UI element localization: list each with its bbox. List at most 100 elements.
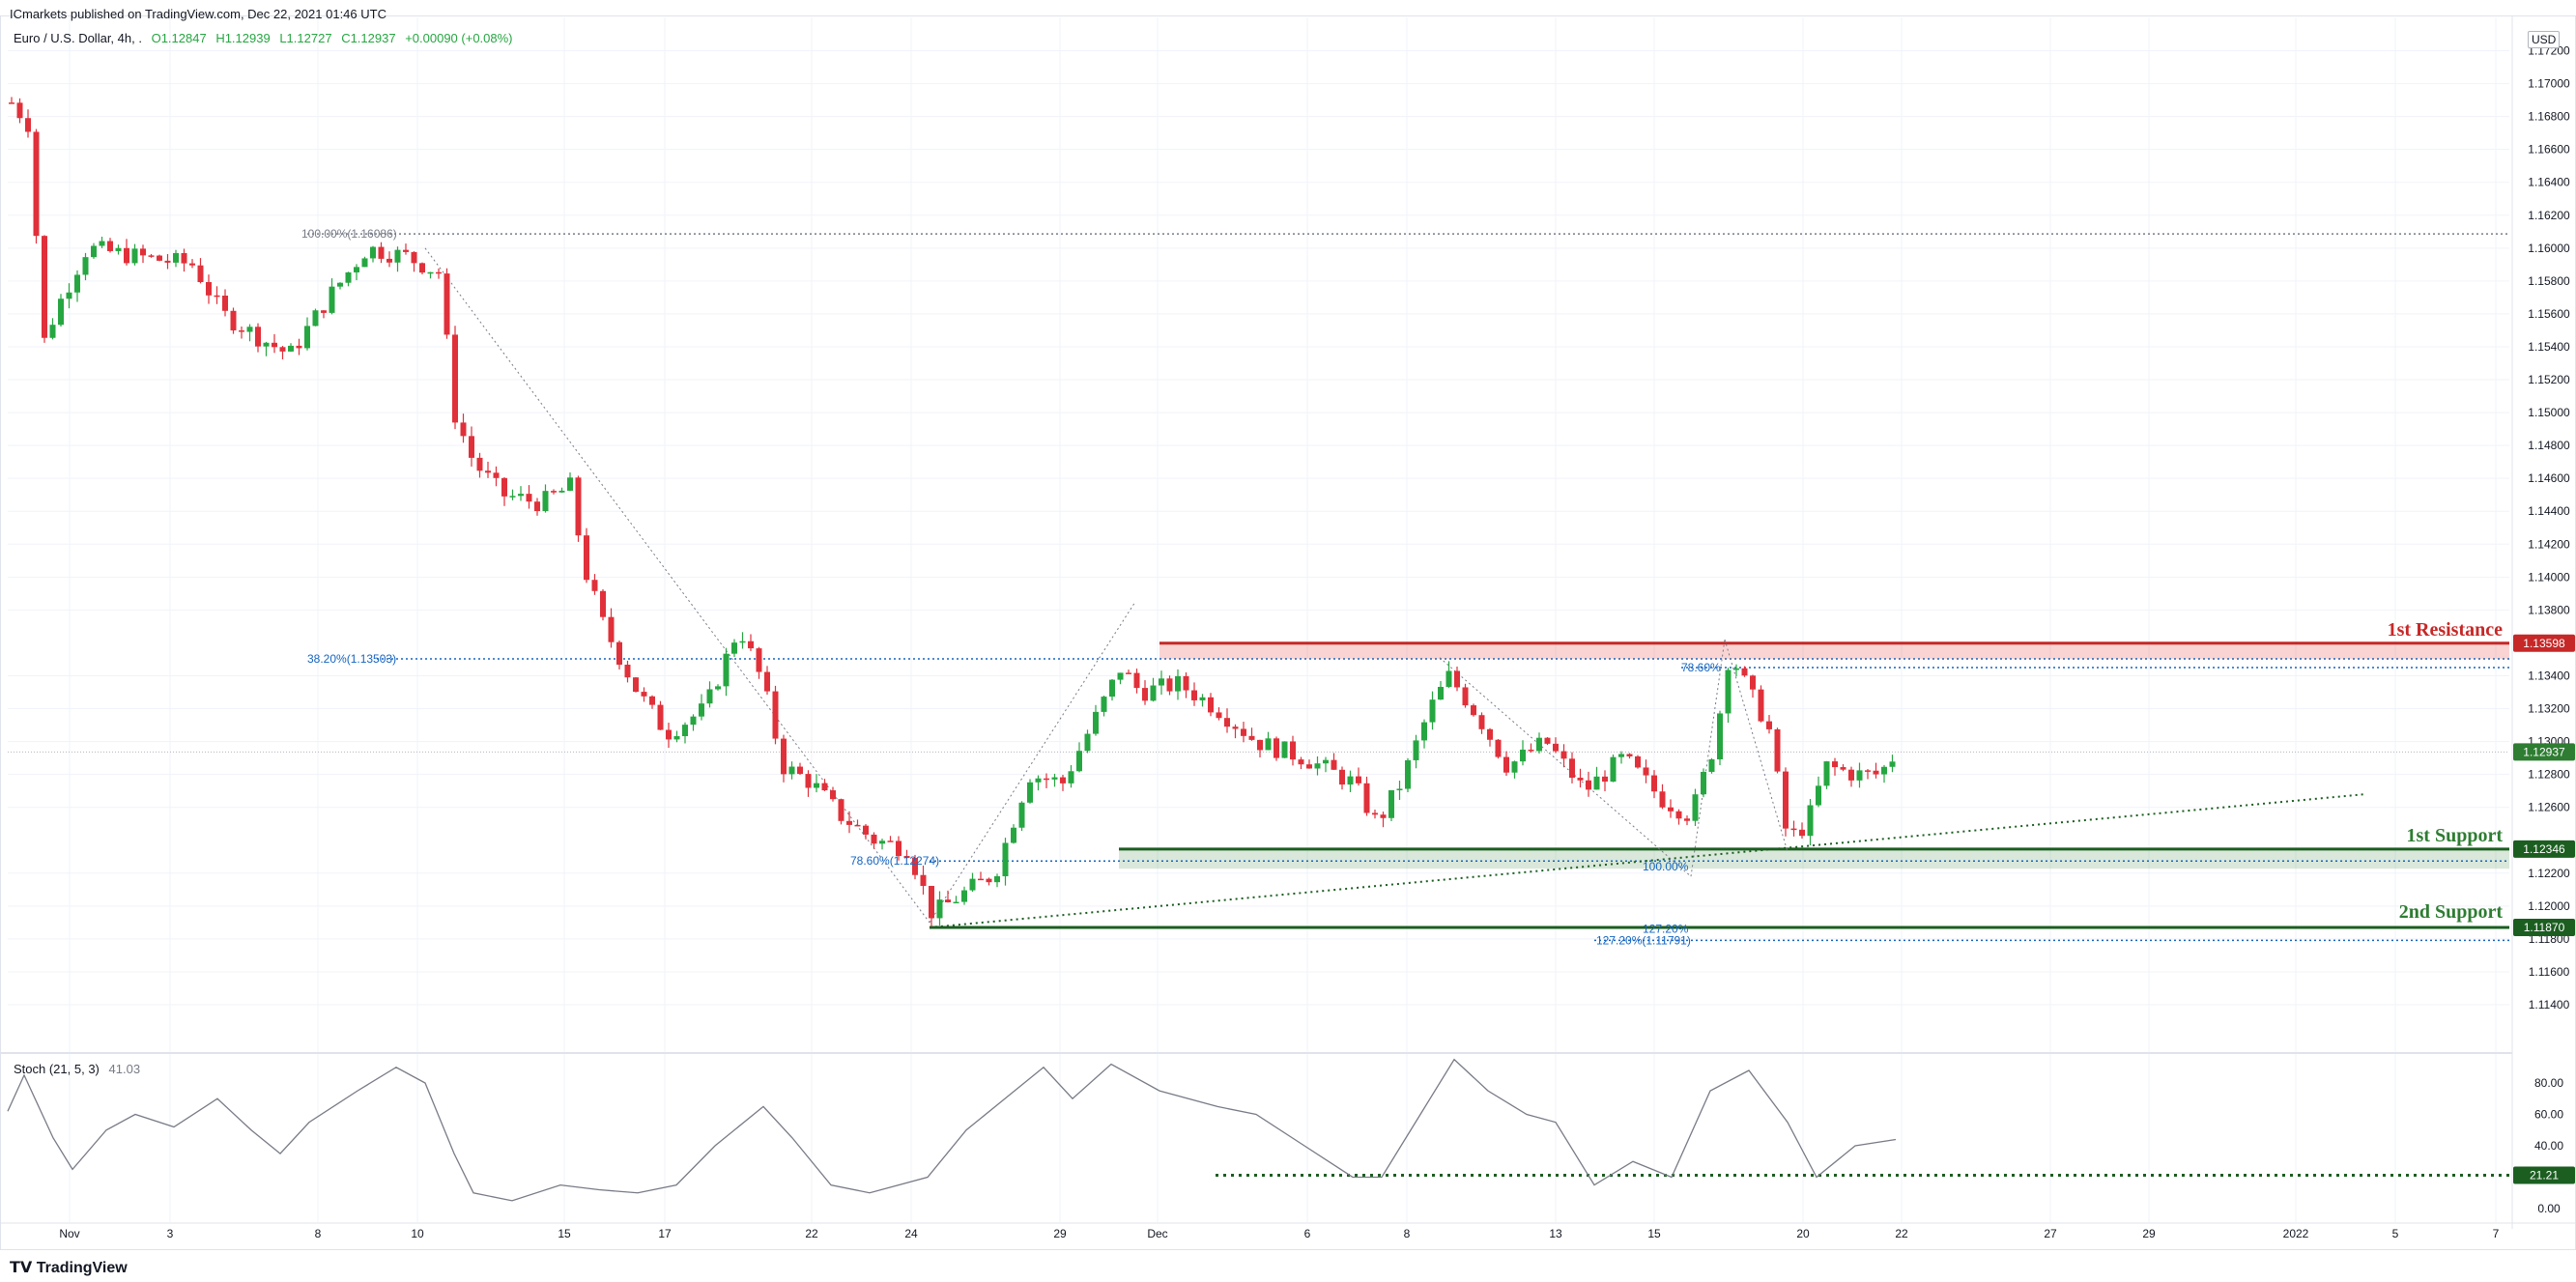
candle-body bbox=[633, 677, 639, 693]
price-tick-label: 1.16800 bbox=[2528, 110, 2570, 124]
candle-body bbox=[1668, 807, 1674, 812]
candle-body bbox=[493, 472, 500, 478]
candle-body bbox=[1758, 689, 1764, 722]
candle-body bbox=[764, 671, 770, 692]
candle-body bbox=[805, 774, 812, 788]
candle-body bbox=[1823, 761, 1830, 786]
time-tick-label: 10 bbox=[411, 1227, 424, 1240]
candle-body bbox=[1438, 686, 1444, 700]
drawings-layer bbox=[8, 233, 2509, 942]
candle-body bbox=[1651, 775, 1657, 792]
candle-body bbox=[345, 271, 352, 283]
candle-body bbox=[781, 738, 787, 775]
candle-body bbox=[255, 327, 261, 347]
price-tick-label: 1.12800 bbox=[2528, 768, 2570, 782]
candle-body bbox=[657, 704, 664, 730]
candle-body bbox=[1290, 741, 1296, 760]
candle-body bbox=[814, 783, 819, 788]
chart-frame bbox=[0, 15, 2576, 1250]
ohlc-change: +0.00090 (+0.08%) bbox=[405, 31, 513, 45]
symbol-legend[interactable]: Euro / U.S. Dollar, 4h, . O1.12847 H1.12… bbox=[14, 31, 519, 45]
candle-body bbox=[748, 641, 754, 649]
candle-body bbox=[1511, 761, 1518, 773]
price-tick-label: 1.15000 bbox=[2528, 406, 2570, 419]
candle-body bbox=[1445, 670, 1452, 687]
candle-body bbox=[1331, 759, 1337, 770]
candle-body bbox=[739, 641, 746, 643]
candle-body bbox=[427, 271, 434, 274]
fib-382-label: 38.20%(1.13503) bbox=[307, 652, 396, 666]
candle-body bbox=[1528, 749, 1534, 752]
time-tick-label: 15 bbox=[558, 1227, 571, 1240]
price-tick-label: 1.14400 bbox=[2528, 504, 2570, 518]
candle-body bbox=[378, 246, 385, 259]
candle-body bbox=[1035, 778, 1042, 783]
candle-body bbox=[131, 248, 138, 264]
price-tick-label: 1.16600 bbox=[2528, 143, 2570, 157]
candle-body bbox=[107, 241, 113, 251]
publisher-header: ICmarkets published on TradingView.com, … bbox=[10, 7, 386, 21]
candle-body bbox=[1060, 777, 1066, 783]
candle-body bbox=[641, 692, 647, 697]
stoch-tick-label: 80.00 bbox=[2534, 1076, 2563, 1090]
candle-body bbox=[1741, 668, 1748, 676]
candle-body bbox=[49, 325, 56, 338]
ohlc-high: H1.12939 bbox=[215, 31, 271, 45]
candle-body bbox=[600, 590, 606, 617]
candle-body bbox=[863, 825, 869, 835]
candle-body bbox=[1881, 766, 1887, 775]
support1-price-tag-bg bbox=[2513, 840, 2575, 858]
candle-body bbox=[460, 422, 467, 437]
candle-body bbox=[312, 310, 319, 327]
price-tags-layer: 1.13598 1.12937 1.12346 1.11870 21.21 bbox=[2513, 634, 2575, 1184]
candle-body bbox=[1865, 770, 1871, 772]
candle-body bbox=[91, 245, 97, 258]
candle-body bbox=[534, 501, 540, 512]
candle-body bbox=[1166, 678, 1173, 692]
stoch-legend[interactable]: Stoch (21, 5, 3) 41.03 bbox=[14, 1062, 140, 1076]
candle-body bbox=[1544, 737, 1551, 744]
candle-body bbox=[1618, 754, 1624, 757]
price-tick-label: 1.13200 bbox=[2528, 702, 2570, 716]
symbol-name[interactable]: Euro / U.S. Dollar, 4h, . bbox=[14, 31, 142, 45]
candle-body bbox=[1093, 711, 1099, 734]
candle-body bbox=[419, 263, 425, 273]
resistance-label: 1st Resistance bbox=[2388, 619, 2504, 641]
time-tick-label: 3 bbox=[167, 1227, 174, 1240]
candle-body bbox=[1684, 818, 1690, 821]
candle-body bbox=[1832, 761, 1838, 768]
fib-100-label: 100.00%(1.16086) bbox=[301, 227, 397, 241]
drawing-labels-layer: 1st Resistance 1st Support 2nd Support 100.… bbox=[301, 227, 2503, 947]
fib-100b-label: 100.00% bbox=[1643, 860, 1689, 873]
time-tick-label: 13 bbox=[1549, 1227, 1562, 1240]
candle-body bbox=[929, 885, 934, 919]
time-tick-label: 2022 bbox=[2283, 1227, 2309, 1240]
time-tick-label: 29 bbox=[1053, 1227, 1067, 1240]
candle-body bbox=[99, 241, 105, 246]
candle-body bbox=[1560, 751, 1567, 759]
candle-body bbox=[666, 729, 672, 740]
candle-body bbox=[1413, 740, 1419, 760]
stoch-price-tag-bg bbox=[2513, 1166, 2575, 1184]
price-tick-label: 1.13800 bbox=[2528, 603, 2570, 616]
stoch-title[interactable]: Stoch (21, 5, 3) bbox=[14, 1062, 100, 1076]
candle-body bbox=[1396, 788, 1403, 790]
price-tick-label: 1.12000 bbox=[2528, 899, 2570, 913]
fib-swing-line bbox=[424, 247, 930, 924]
grid-layer bbox=[8, 17, 2509, 1222]
candle-body bbox=[272, 342, 277, 348]
candle-body bbox=[1363, 783, 1370, 813]
candle-body bbox=[1816, 785, 1821, 806]
candle-body bbox=[903, 856, 910, 859]
currency-label[interactable]: USD bbox=[2528, 31, 2561, 48]
candle-body bbox=[1725, 669, 1732, 714]
price-tick-label: 1.16400 bbox=[2528, 176, 2570, 189]
candle-body bbox=[444, 273, 450, 335]
candle-body bbox=[1610, 756, 1617, 783]
candle-body bbox=[518, 494, 524, 497]
tradingview-logo[interactable]: 𝗧𝗩 TradingView bbox=[10, 1258, 128, 1277]
candle-body bbox=[321, 310, 327, 313]
candle-body bbox=[584, 535, 589, 581]
candle-body bbox=[1553, 743, 1559, 752]
